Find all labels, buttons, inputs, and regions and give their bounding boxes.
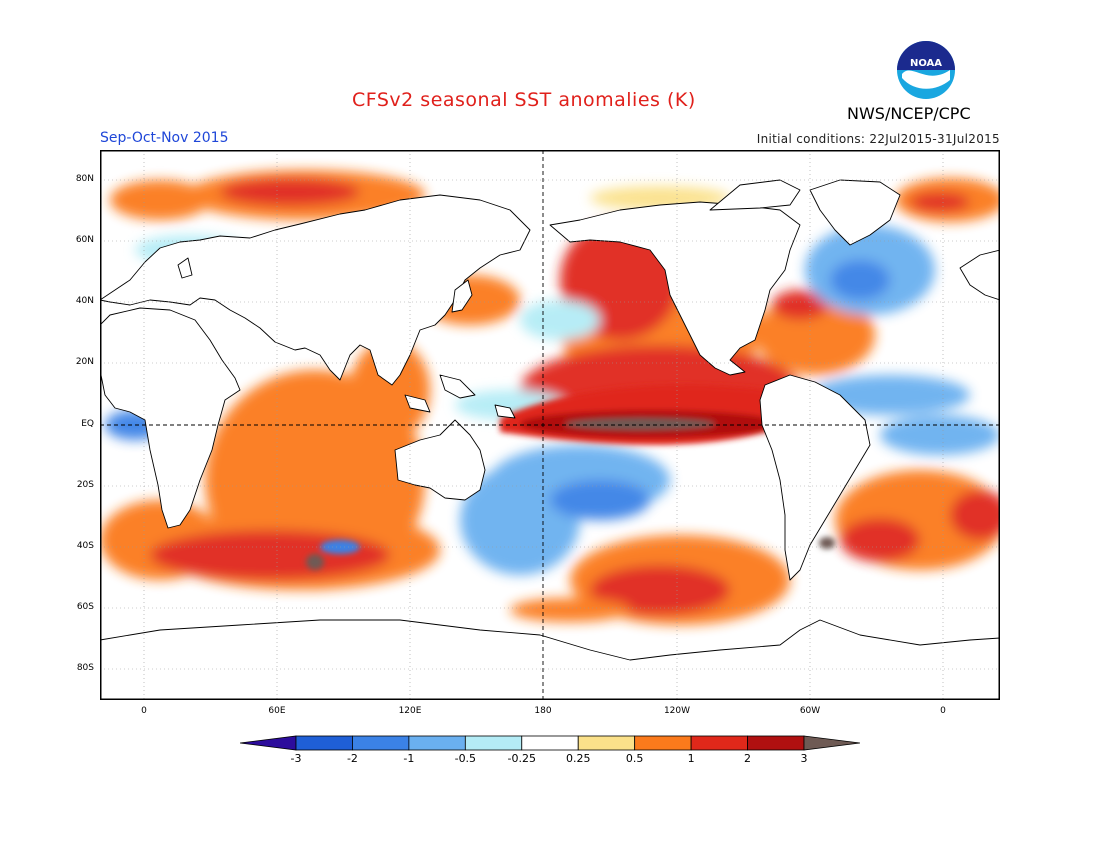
anomaly-field xyxy=(100,170,1000,700)
colorbar-label: 3 xyxy=(800,752,808,765)
sst-anomaly-map xyxy=(100,150,1000,700)
latitude-label: 20N xyxy=(75,357,94,367)
latitude-label: 60N xyxy=(75,235,94,245)
latitude-label: 20S xyxy=(76,480,94,490)
colorbar-box xyxy=(577,735,636,751)
colorbar-label: -0.5 xyxy=(454,752,477,765)
initial-conditions-label: Initial conditions: 22Jul2015-31Jul2015 xyxy=(756,132,1000,146)
longitude-label: 180 xyxy=(534,706,552,716)
latitude-label: 80S xyxy=(76,663,94,673)
latitude-label: 40N xyxy=(75,296,94,306)
colorbar-box xyxy=(521,735,579,751)
noaa-logo: NOAA xyxy=(896,40,956,100)
colorbar-label: -3 xyxy=(290,752,302,765)
colorbar-box xyxy=(747,735,805,751)
latitude-label: 60S xyxy=(76,602,94,612)
colorbar-label: -1 xyxy=(403,752,415,765)
season-label: Sep-Oct-Nov 2015 xyxy=(100,130,229,146)
longitude-label: 0 xyxy=(940,706,946,716)
longitude-label: 60W xyxy=(799,706,821,716)
latitude-label: 40S xyxy=(76,541,94,551)
latitude-label: 80N xyxy=(75,174,94,184)
map-title: CFSv2 seasonal SST anomalies (K) xyxy=(352,89,696,111)
agency-label: NWS/NCEP/CPC xyxy=(847,104,971,123)
latitude-label: EQ xyxy=(81,419,94,429)
map-frame xyxy=(100,150,1000,700)
noaa-logo-text: NOAA xyxy=(910,58,942,69)
colorbar-box xyxy=(690,735,748,751)
colorbar-label: 2 xyxy=(744,752,752,765)
longitude-label: 120E xyxy=(398,706,422,716)
longitude-label: 60E xyxy=(268,706,286,716)
colorbar-underflow-triangle xyxy=(240,735,297,751)
longitude-label: 120W xyxy=(663,706,691,716)
colorbar-label: -2 xyxy=(346,752,358,765)
colorbar-label: 0.25 xyxy=(565,752,591,765)
land-masses xyxy=(100,179,1000,700)
colorbar-label: 0.5 xyxy=(625,752,644,765)
colorbar-overflow-triangle xyxy=(803,735,860,751)
colorbar xyxy=(240,735,860,751)
colorbar-box xyxy=(464,735,523,751)
colorbar-box xyxy=(634,735,692,751)
longitude-label: 0 xyxy=(141,706,147,716)
colorbar-box xyxy=(295,735,353,751)
colorbar-label: -0.25 xyxy=(507,752,536,765)
colorbar-label: 1 xyxy=(687,752,695,765)
colorbar-box xyxy=(408,735,466,751)
colorbar-box xyxy=(352,735,410,751)
